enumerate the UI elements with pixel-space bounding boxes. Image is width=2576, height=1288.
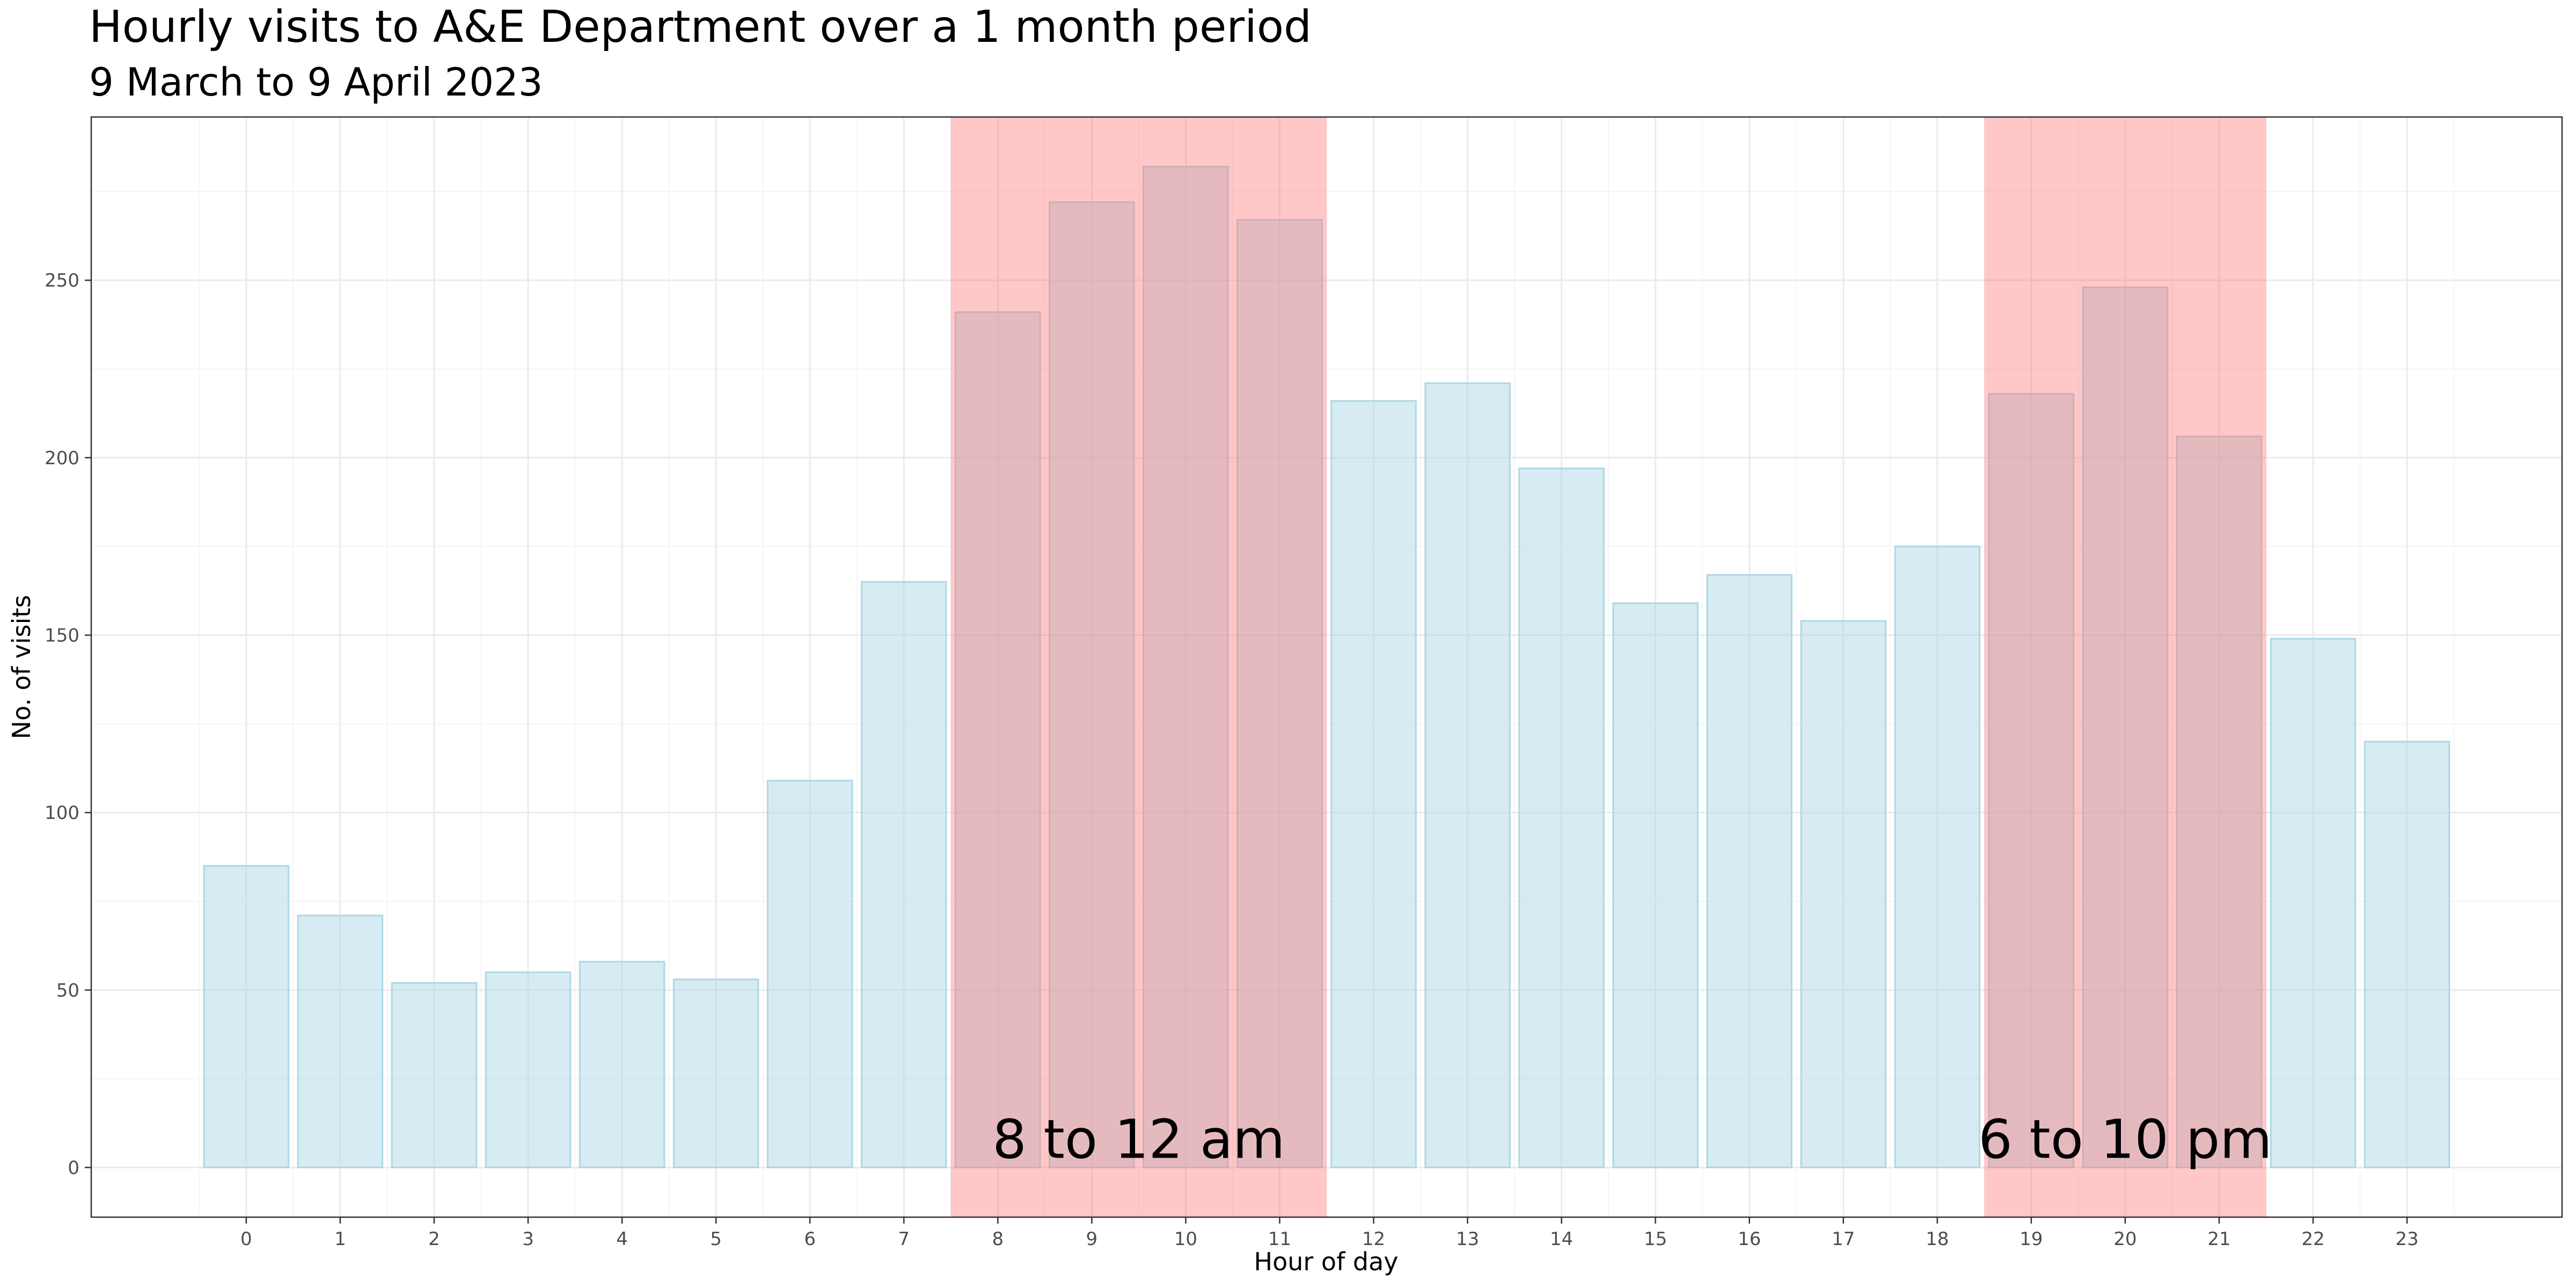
chart-title: Hourly visits to A&E Department over a 1… (89, 2, 1312, 53)
chart-subtitle: 9 March to 9 April 2023 (89, 60, 543, 105)
x-tick-label: 1 (334, 1228, 346, 1250)
y-tick-label: 200 (45, 448, 79, 469)
x-tick-label: 7 (898, 1228, 910, 1250)
bar-hour-9 (1049, 201, 1135, 1168)
bar-hour-3 (485, 971, 572, 1168)
x-tick-label: 3 (522, 1228, 534, 1250)
x-tick-label: 21 (2207, 1228, 2230, 1250)
bar-hour-22 (2270, 638, 2357, 1168)
x-axis: 0 1 2 3 4 5 6 7 8 9 10 11 12 13 14 15 16 17 18 19 20 21 22 23 (240, 1217, 2419, 1250)
y-axis: 0 50 100 150 200 250 (45, 270, 91, 1179)
bar-hour-11 (1236, 219, 1323, 1168)
bar-hour-23 (2363, 741, 2450, 1168)
y-axis-title: No. of visits (7, 595, 36, 740)
x-tick-label: 18 (1926, 1228, 1949, 1250)
x-tick-label: 5 (710, 1228, 722, 1250)
x-tick-label: 0 (240, 1228, 252, 1250)
x-tick-label: 11 (1268, 1228, 1291, 1250)
bar-hour-6 (766, 780, 853, 1168)
y-tick-label: 100 (45, 802, 79, 824)
bar-hour-17 (1800, 620, 1887, 1168)
bars (203, 166, 2450, 1168)
y-tick-label: 150 (45, 625, 79, 646)
x-tick-label: 17 (1832, 1228, 1855, 1250)
band-annotations: 8 to 12 am 6 to 10 pm (992, 1108, 2272, 1170)
bar-hour-7 (860, 581, 947, 1168)
bar-hour-16 (1706, 574, 1793, 1168)
bar-hour-20 (2082, 286, 2169, 1168)
x-tick-label: 6 (804, 1228, 816, 1250)
bar-hour-21 (2176, 435, 2263, 1168)
band-label-1: 8 to 12 am (992, 1108, 1285, 1170)
x-tick-label: 22 (2301, 1228, 2324, 1250)
y-tick-label: 0 (68, 1157, 79, 1179)
x-tick-label: 4 (616, 1228, 628, 1250)
x-tick-label: 14 (1550, 1228, 1573, 1250)
bar-hour-18 (1894, 545, 1981, 1168)
bar-hour-10 (1143, 166, 1229, 1168)
x-tick-label: 20 (2113, 1228, 2136, 1250)
bar-hour-15 (1612, 602, 1699, 1168)
x-tick-label: 19 (2019, 1228, 2043, 1250)
highlight-band-1 (950, 117, 1327, 1217)
bar-hour-1 (297, 914, 384, 1168)
bar-hour-5 (672, 978, 759, 1168)
x-tick-label: 12 (1362, 1228, 1385, 1250)
x-tick-label: 8 (992, 1228, 1004, 1250)
bar-hour-0 (203, 865, 290, 1168)
y-tick-label: 250 (45, 270, 79, 291)
x-tick-label: 15 (1644, 1228, 1667, 1250)
x-tick-label: 23 (2396, 1228, 2419, 1250)
bar-hour-12 (1330, 400, 1417, 1168)
bar-hour-19 (1988, 393, 2075, 1168)
bar-hour-2 (391, 982, 478, 1168)
bar-hour-4 (579, 961, 665, 1168)
highlight-band-2 (1984, 117, 2266, 1217)
highlight-bands (950, 117, 2266, 1217)
bar-hour-8 (955, 311, 1041, 1168)
x-axis-title: Hour of day (1254, 1247, 1399, 1276)
band-label-2: 6 to 10 pm (1978, 1108, 2272, 1170)
x-tick-label: 2 (428, 1228, 440, 1250)
bar-hour-13 (1424, 382, 1511, 1168)
y-tick-label: 50 (56, 980, 79, 1001)
x-tick-label: 13 (1456, 1228, 1479, 1250)
x-tick-label: 9 (1086, 1228, 1098, 1250)
x-tick-label: 16 (1738, 1228, 1761, 1250)
bar-hour-14 (1518, 467, 1605, 1168)
x-tick-label: 10 (1174, 1228, 1197, 1250)
plot-panel (90, 116, 2563, 1218)
